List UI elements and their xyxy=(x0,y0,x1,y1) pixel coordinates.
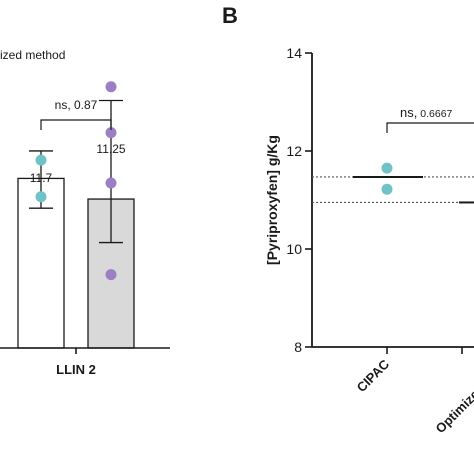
data-label-2: 11.25 xyxy=(96,142,125,156)
x-category-label-1: CIPAC xyxy=(354,356,393,395)
significance-bracket xyxy=(40,119,112,130)
data-point-1-2 xyxy=(35,191,47,203)
significance-label: ns, 0.87 xyxy=(55,98,98,112)
significance-bracket xyxy=(386,122,474,133)
y-tick-label-1: 8 xyxy=(294,339,302,355)
data-point-2-3 xyxy=(105,177,117,189)
data-point-2-2 xyxy=(105,127,117,139)
data-point-1-1 xyxy=(35,154,47,166)
data-label-1: 11.7 xyxy=(30,171,53,185)
y-tick-label-2: 10 xyxy=(286,241,302,257)
panel-letter: B xyxy=(222,3,238,28)
legend-label: ized method xyxy=(0,48,65,62)
y-tick-label-4: 14 xyxy=(286,45,302,61)
y-axis-label: [Pyriproxyfen] g/Kg xyxy=(264,135,280,265)
x-category-label-2: Optimized meth xyxy=(433,356,474,436)
data-point-2-1 xyxy=(105,81,117,93)
data-point-2-4 xyxy=(105,269,117,281)
panel-b: B 8 10 12 14 [Pyriproxyfen] g/Kg CIPAC Optimize… xyxy=(222,3,474,436)
data-point-1 xyxy=(381,162,393,174)
x-category-label: LLIN 2 xyxy=(56,362,96,377)
panel-a: ized method 11.7 11.25 LLIN 2 ns, 0.87 xyxy=(0,48,170,377)
y-tick-label-3: 12 xyxy=(286,143,302,159)
significance-label: ns, 0.6667 xyxy=(400,105,453,120)
data-point-2 xyxy=(381,183,393,195)
